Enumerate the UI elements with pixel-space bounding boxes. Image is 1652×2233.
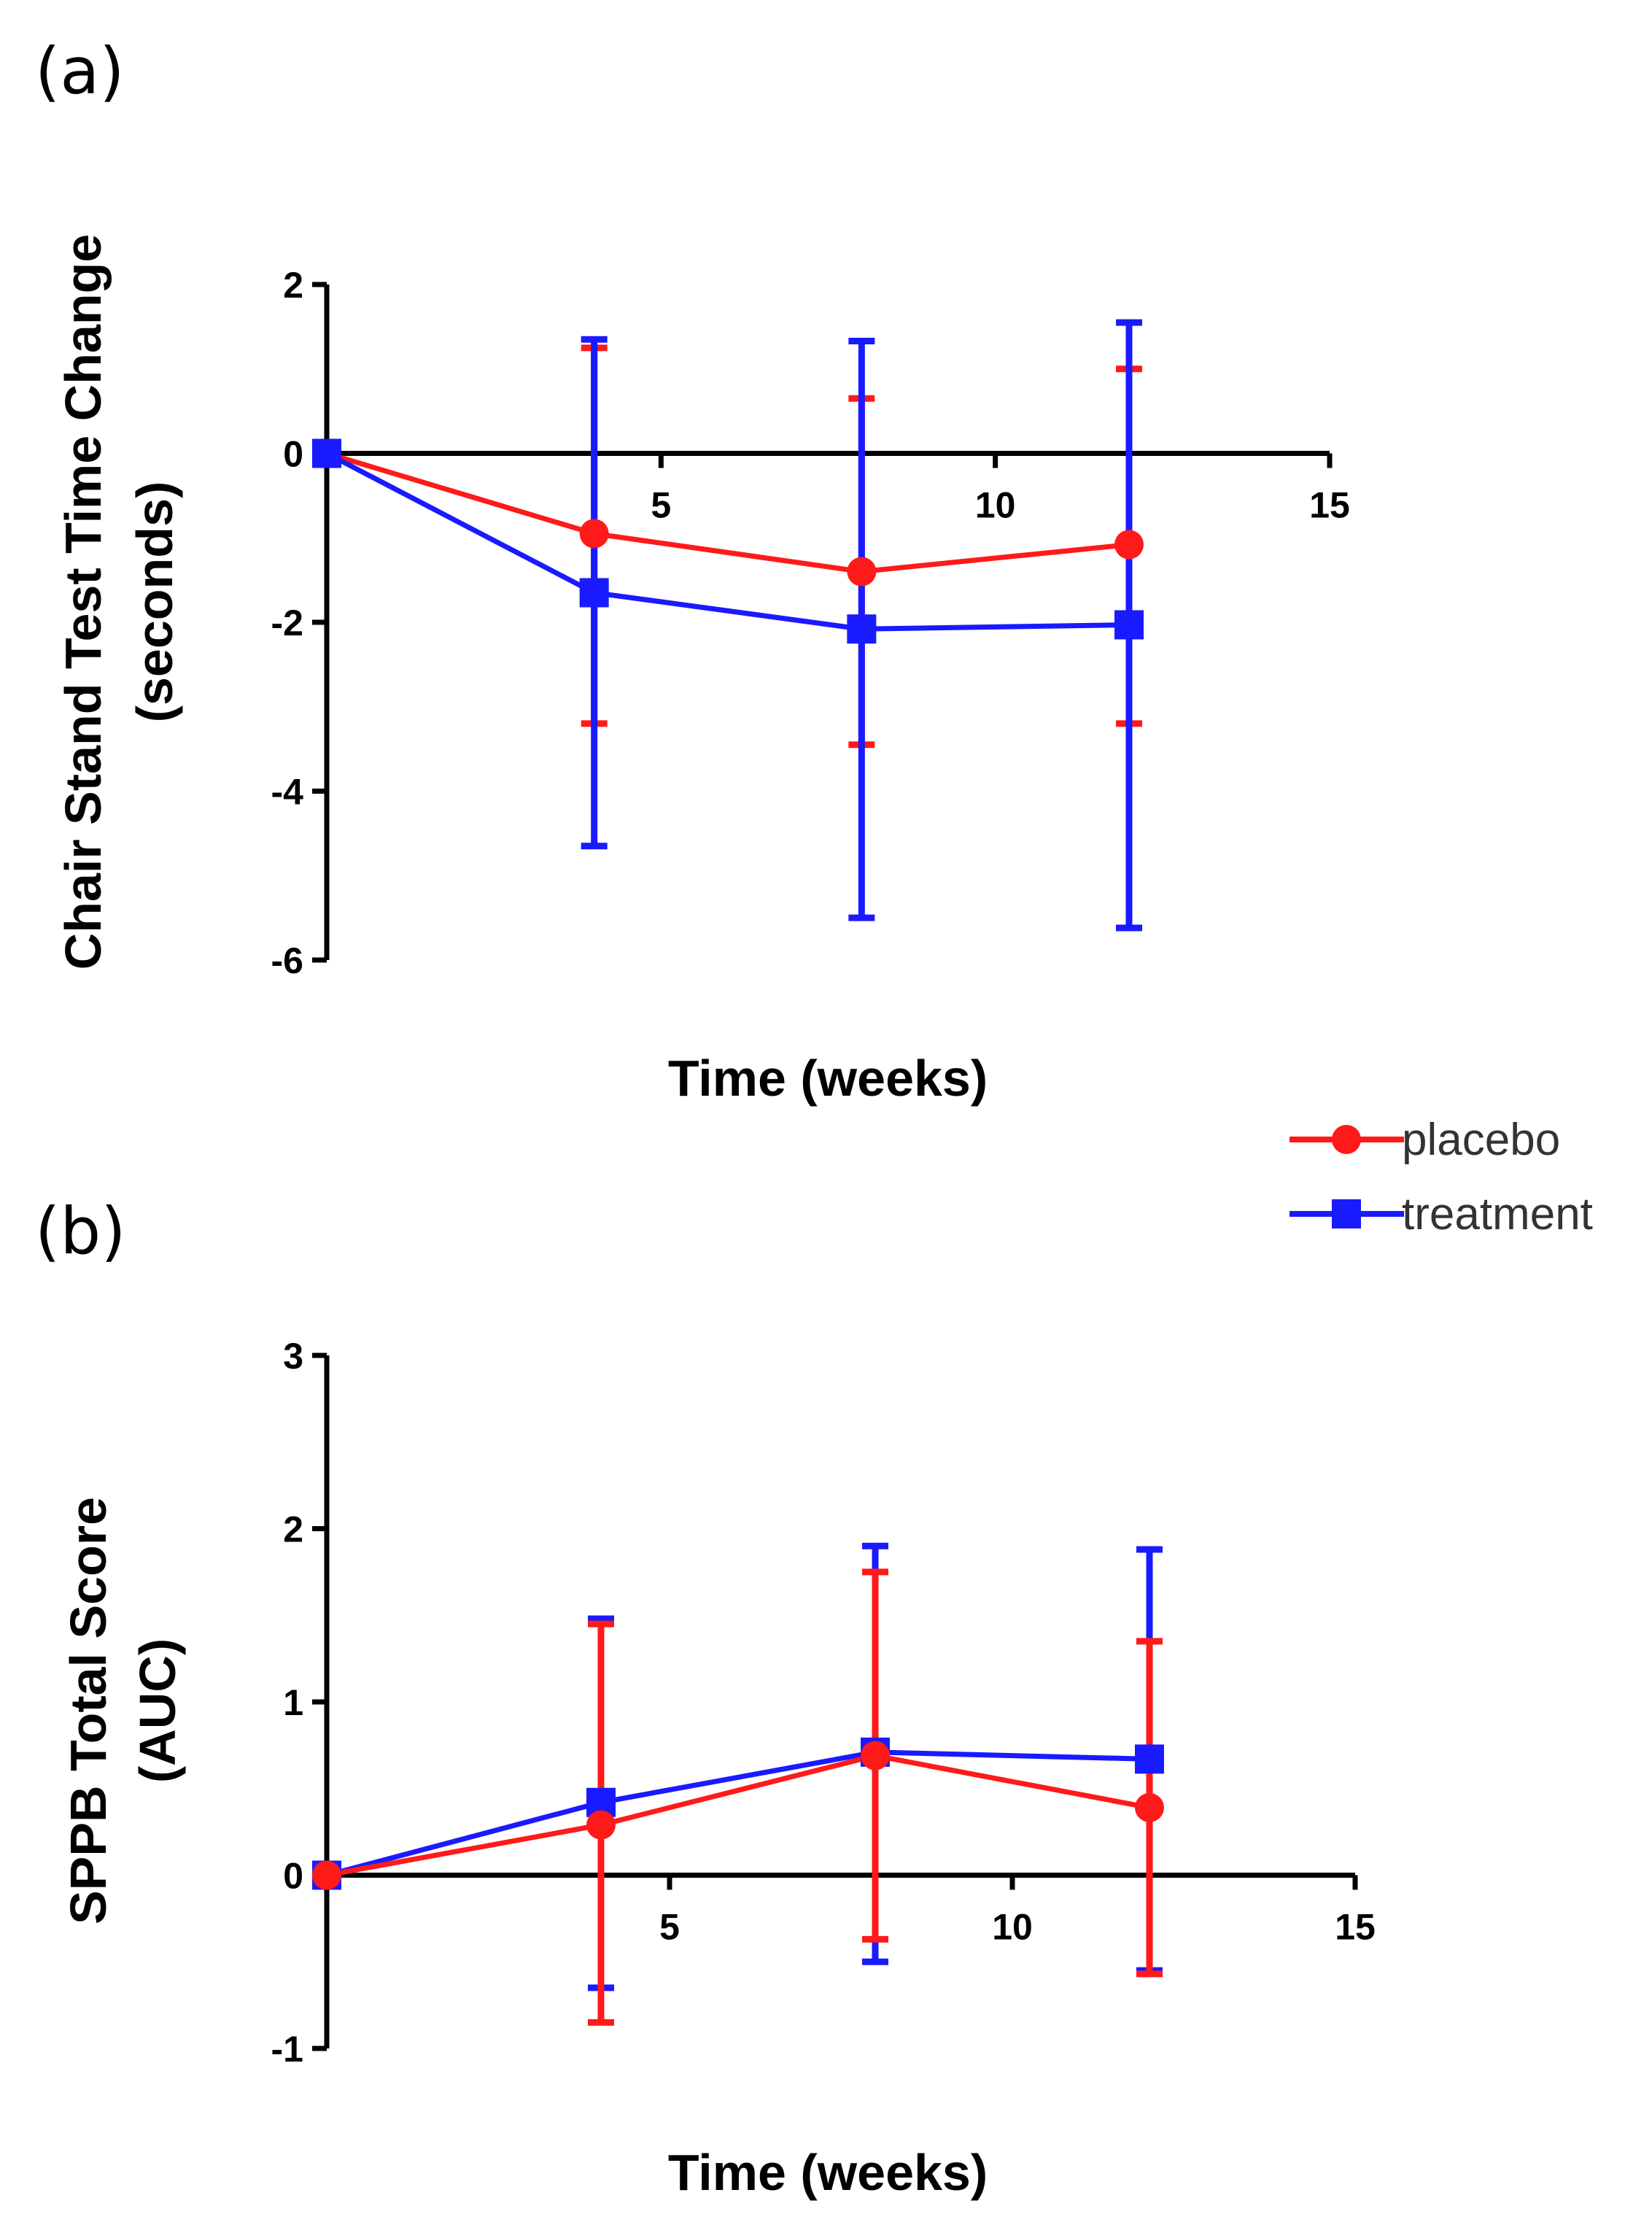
panel-b-y-axis-title-line1: SPPB Total Score — [60, 1497, 117, 1924]
legend: placebo treatment — [1290, 1115, 1593, 1239]
panel-b-x-tick-label: 10 — [992, 1907, 1033, 1948]
panel-b-placebo-line — [326, 1753, 1150, 1878]
panel-b-x-tick-label: 15 — [1335, 1907, 1376, 1948]
panel-b-x-axis-title: Time (weeks) — [668, 2144, 988, 2201]
panel-a-y-tick-label: -2 — [271, 603, 303, 643]
panel-a-y-tick-label: -6 — [271, 940, 303, 981]
panel-a-y-tick-label: -4 — [271, 772, 304, 813]
panel-a-placebo-point — [579, 519, 609, 549]
panel-b-placebo-point — [312, 1860, 341, 1890]
panel-b-treatment-point — [1135, 1744, 1164, 1774]
legend-item-placebo: placebo — [1290, 1115, 1560, 1165]
panel-b-series-lines — [326, 1749, 1150, 1878]
panel-b-placebo-point — [1135, 1792, 1164, 1822]
panel-a-x-tick-label: 10 — [975, 485, 1016, 526]
panel-a-treatment-point — [579, 578, 609, 608]
panel-b-treatment-line — [326, 1749, 1150, 1878]
panel-a-label: (a) — [35, 34, 125, 109]
panel-a-y-axis-title-line2: (seconds) — [126, 481, 183, 723]
panel-a-placebo-point — [1114, 530, 1144, 560]
panel-a-y-axis-title-line1: Chair Stand Test Time Change — [55, 234, 112, 970]
panel-a-placebo-point — [847, 557, 877, 587]
panel-a-x-tick-label: 5 — [651, 485, 671, 526]
panel-a-series-lines — [325, 451, 1130, 632]
panel-a-treatment-point — [847, 614, 877, 644]
legend-treatment-label: treatment — [1402, 1189, 1593, 1239]
legend-placebo-marker — [1332, 1125, 1361, 1154]
panel-b-y-tick-label: 1 — [283, 1682, 303, 1723]
panel-b-y-axis-title-line2: (AUC) — [129, 1638, 186, 1783]
panel-b-y-tick-label: -1 — [271, 2029, 303, 2070]
panel-b-placebo-point — [586, 1810, 616, 1840]
panel-a-x-axis-title: Time (weeks) — [668, 1050, 988, 1107]
panel-b-x-tick-label: 5 — [659, 1907, 680, 1948]
panel-b: (b) Time (weeks) SPPB Total Score (AUC) … — [35, 1193, 1376, 2201]
legend-item-treatment: treatment — [1290, 1189, 1593, 1239]
panel-a-treatment-point — [1114, 610, 1144, 640]
panel-b-placebo-point — [861, 1741, 890, 1770]
panel-a-treatment-line — [325, 451, 1130, 632]
panel-a-x-tick-label: 15 — [1309, 485, 1350, 526]
panel-a-placebo-line — [325, 451, 1130, 575]
panel-b-y-tick-label: 0 — [283, 1856, 303, 1897]
panel-b-error-bars — [588, 1542, 1163, 2026]
panel-a-y-tick-label: 0 — [283, 434, 303, 475]
panel-a-markers — [312, 438, 1144, 644]
panel-a-treatment-point — [312, 438, 341, 468]
legend-placebo-label: placebo — [1402, 1115, 1560, 1165]
panel-b-markers — [312, 1737, 1164, 1890]
panel-b-y-tick-label: 3 — [283, 1336, 303, 1377]
panel-a-axes: 2 0 -2 -4 -6 5 10 15 — [271, 265, 1350, 981]
panel-b-y-tick-label: 2 — [283, 1509, 303, 1550]
panel-b-label: (b) — [35, 1193, 126, 1269]
panel-a-y-tick-label: 2 — [283, 265, 303, 306]
legend-treatment-marker — [1332, 1199, 1361, 1228]
panel-a: (a) Time (weeks) Chair Stand Test Time C… — [35, 34, 1350, 1107]
